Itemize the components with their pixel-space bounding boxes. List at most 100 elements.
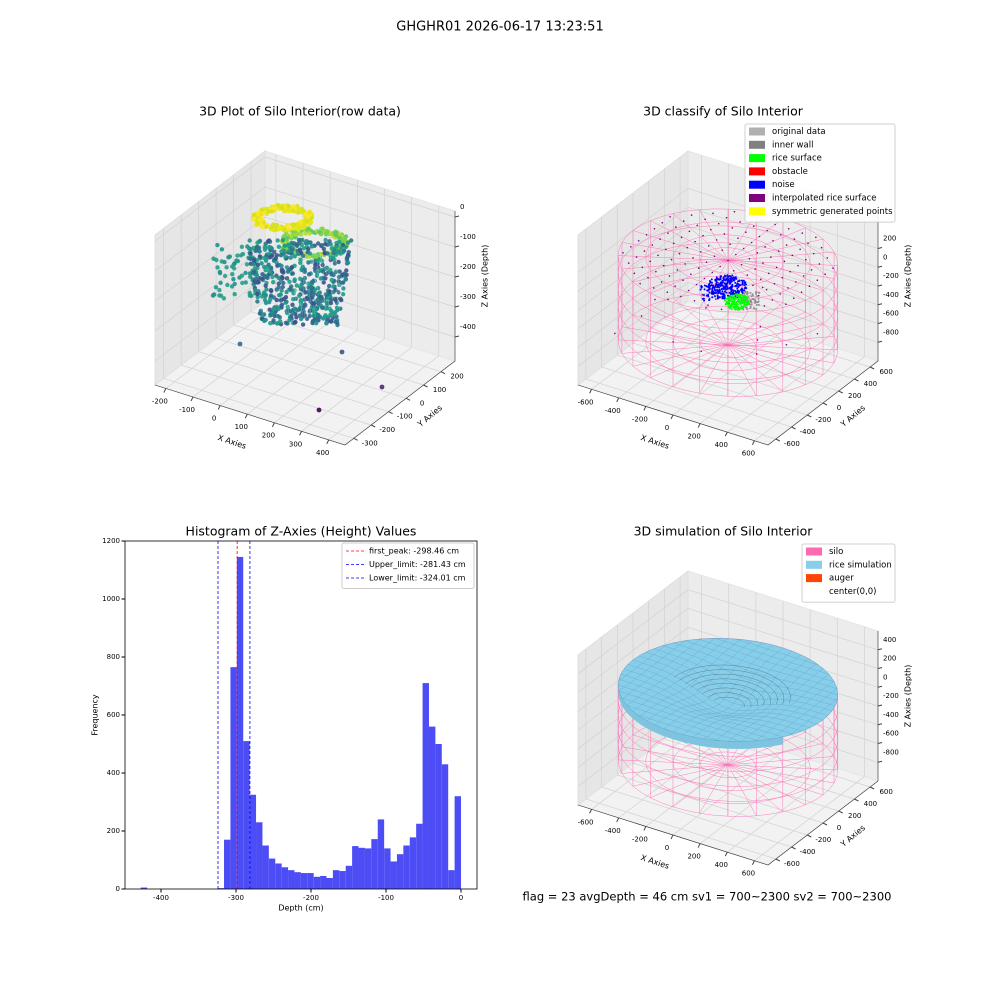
point xyxy=(622,251,624,254)
silo-floor-spoke xyxy=(727,743,824,766)
silo-roof-spoke xyxy=(699,209,729,261)
silo-floor-spoke xyxy=(618,759,729,766)
tick-mark xyxy=(869,786,875,790)
point xyxy=(711,271,714,274)
point xyxy=(334,244,339,250)
point-edge xyxy=(308,290,312,303)
point xyxy=(312,307,317,312)
legend-label: symmetric generated points xyxy=(772,207,893,217)
point xyxy=(748,257,751,260)
z-tick-label: -300 xyxy=(460,293,476,301)
point xyxy=(708,282,711,285)
point xyxy=(729,293,732,296)
silo-floor-spoke xyxy=(727,764,806,805)
point xyxy=(343,244,348,250)
point xyxy=(754,299,757,302)
grid-line xyxy=(618,163,730,399)
point xyxy=(645,233,648,236)
point xyxy=(311,253,317,258)
point xyxy=(705,307,707,309)
point xyxy=(320,269,326,274)
point-edge xyxy=(303,270,306,283)
grid-line xyxy=(601,637,792,848)
tick-mark xyxy=(670,834,674,840)
silo-floor-spoke xyxy=(727,311,806,346)
point xyxy=(263,283,268,288)
point xyxy=(711,296,714,299)
point xyxy=(262,247,268,252)
point xyxy=(320,262,325,268)
point xyxy=(705,285,708,288)
point xyxy=(744,286,747,289)
y-tick-label: 400 xyxy=(864,800,877,808)
point xyxy=(680,236,683,239)
point xyxy=(700,251,702,253)
y-tick-label: 0 xyxy=(837,404,841,412)
point xyxy=(692,257,694,259)
point xyxy=(729,277,732,280)
y-axis-label: Frequency xyxy=(91,694,100,736)
z-tick-label: 200 xyxy=(883,235,896,243)
point-edge xyxy=(301,271,305,284)
bar xyxy=(454,796,462,889)
silo-roof-spoke xyxy=(727,260,835,279)
point xyxy=(754,268,756,270)
point xyxy=(731,227,734,229)
point xyxy=(657,254,659,257)
point xyxy=(688,230,691,233)
grid-line xyxy=(154,156,456,242)
point xyxy=(700,350,703,353)
point xyxy=(630,245,632,248)
point xyxy=(316,241,321,246)
point xyxy=(345,260,351,265)
grid-line xyxy=(664,169,855,380)
rice-mesh xyxy=(653,648,836,707)
point xyxy=(640,315,643,317)
point xyxy=(747,301,750,304)
point xyxy=(725,283,728,286)
y-tick-label: 200 xyxy=(450,373,463,381)
y-tick-label: 200 xyxy=(848,392,861,400)
point xyxy=(294,315,299,320)
point xyxy=(736,303,739,306)
tick-mark xyxy=(838,810,843,814)
rice-mesh xyxy=(740,674,830,742)
grid-line xyxy=(727,198,838,433)
point xyxy=(666,291,669,294)
bar xyxy=(256,822,263,889)
tick-mark xyxy=(697,423,701,428)
point xyxy=(267,244,272,250)
point xyxy=(759,325,762,328)
point xyxy=(738,279,741,282)
tick-mark xyxy=(854,378,859,382)
plot-title: 3D classify of Silo Interior xyxy=(643,104,804,119)
point-edge xyxy=(330,258,333,271)
tick-mark xyxy=(822,402,828,406)
x-tick-label: 400 xyxy=(715,441,728,449)
point xyxy=(298,316,304,322)
point xyxy=(816,332,819,335)
bar xyxy=(358,847,365,889)
point xyxy=(217,287,222,293)
point xyxy=(779,293,781,295)
plot-3d: 3D simulation of Silo Interior-600-400-2… xyxy=(576,524,913,878)
point xyxy=(259,294,265,299)
point xyxy=(268,270,273,275)
point xyxy=(722,297,725,300)
point xyxy=(724,282,727,285)
point xyxy=(736,282,739,285)
point-edge xyxy=(325,271,329,284)
histogram: Histogram of Z-Axies (Height) Values -400… xyxy=(91,524,478,913)
tick-mark xyxy=(616,817,620,823)
bar xyxy=(300,873,308,889)
silo-floor-spoke xyxy=(727,302,784,346)
point xyxy=(260,272,265,277)
tick-mark xyxy=(423,384,428,388)
legend-swatch xyxy=(749,167,765,176)
bar xyxy=(332,870,340,889)
z-tick-label: 0 xyxy=(883,673,887,681)
point xyxy=(264,256,269,261)
point xyxy=(271,205,276,211)
point xyxy=(248,256,253,261)
silo-floor-spoke xyxy=(727,344,783,393)
